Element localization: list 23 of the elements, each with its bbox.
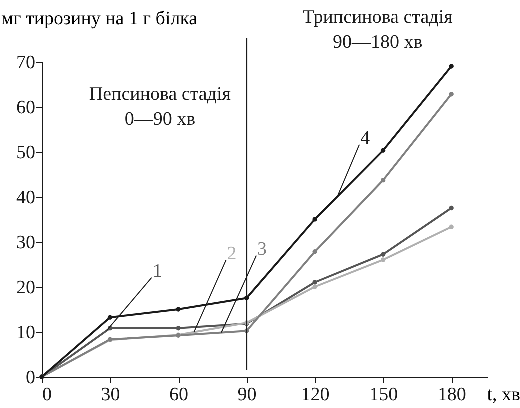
text: 1: [152, 260, 162, 282]
text: 2: [227, 243, 237, 264]
x-tick-label: 180: [438, 384, 466, 406]
annotation: Пепсинова стадія 0—90 хв: [89, 84, 232, 130]
y-tick-label: 10: [16, 322, 36, 344]
y-tick-label: 0: [26, 368, 36, 388]
x-tick-label: 30: [101, 384, 120, 406]
x-tick-label: 0: [42, 384, 52, 406]
x-tick-label: 60: [170, 384, 189, 406]
y-tick-label: 50: [16, 142, 36, 164]
y-tick-label: 70: [16, 52, 36, 74]
y-tick-label: 40: [16, 188, 36, 208]
series-label: 3: [258, 238, 268, 260]
x-axis-title: t, хв: [487, 384, 520, 406]
x-tick-label: 150: [370, 384, 398, 406]
y-tick-label: 30: [16, 232, 36, 254]
y-axis-title: мг тирозину на 1 г білка: [2, 8, 198, 30]
x-tick-label: 90: [238, 384, 257, 406]
y-tick-label: 20: [16, 278, 36, 298]
series-label: 4: [360, 128, 371, 149]
x-tick-label: 120: [301, 384, 330, 406]
text: Трипсинова стадія 90—180 хв: [302, 7, 454, 53]
y-tick-label: 60: [16, 98, 36, 118]
